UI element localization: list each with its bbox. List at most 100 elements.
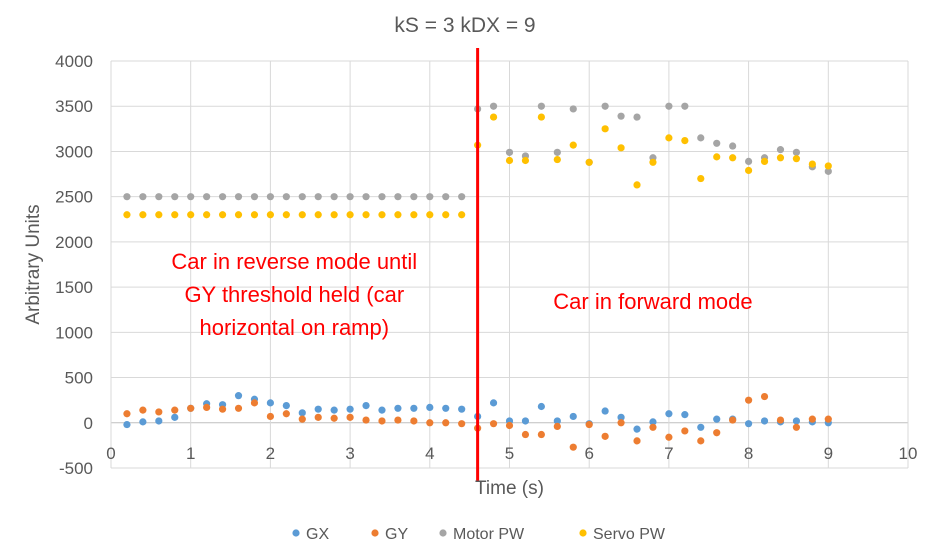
data-point — [792, 155, 801, 163]
legend-marker — [371, 529, 379, 537]
gridlines — [110, 60, 909, 469]
data-point — [234, 211, 243, 219]
data-point — [330, 406, 338, 414]
data-point — [218, 193, 227, 201]
chart-title: kS = 3 kDX = 9 — [394, 14, 535, 37]
data-point — [458, 420, 466, 428]
y-tick-label: 500 — [65, 369, 93, 388]
data-point — [824, 162, 832, 170]
data-point — [713, 139, 721, 147]
data-point — [394, 416, 402, 424]
data-point — [697, 134, 705, 142]
data-point — [266, 399, 274, 407]
y-axis-title: Arbitrary Units — [23, 204, 44, 324]
data-point — [171, 211, 179, 219]
data-point — [585, 420, 593, 429]
data-point — [123, 193, 131, 201]
data-point — [362, 193, 370, 201]
legend-item: Servo PW — [579, 526, 666, 543]
data-point — [458, 211, 466, 219]
data-point — [155, 408, 163, 416]
data-point — [378, 211, 386, 219]
data-point — [266, 412, 274, 421]
annotation-line: Car in forward mode — [553, 289, 752, 314]
data-point — [314, 211, 322, 219]
data-point — [378, 193, 386, 201]
data-point — [298, 415, 306, 423]
data-point — [489, 102, 498, 110]
data-point — [537, 430, 545, 439]
data-point — [776, 146, 785, 154]
data-point — [330, 211, 338, 219]
data-point — [776, 416, 785, 424]
y-tick-label: 4000 — [55, 52, 93, 71]
data-point — [505, 421, 514, 430]
data-point — [633, 113, 641, 121]
x-tick-label: 9 — [824, 444, 833, 463]
legend-label: GY — [385, 526, 408, 543]
data-point — [521, 430, 530, 439]
data-point — [171, 193, 179, 201]
data-point — [824, 167, 832, 175]
data-point — [601, 125, 609, 133]
legend-label: Servo PW — [593, 526, 666, 543]
data-point — [601, 407, 609, 415]
data-point — [649, 423, 657, 431]
data-point — [617, 144, 625, 152]
series-servo-pw — [123, 113, 832, 219]
data-point — [218, 405, 227, 413]
data-point — [234, 193, 243, 201]
x-tick-label: 0 — [106, 444, 115, 463]
data-point — [139, 418, 147, 426]
data-point — [697, 437, 705, 445]
data-point — [234, 404, 243, 412]
x-tick-label: 3 — [345, 444, 354, 463]
data-point — [298, 193, 306, 201]
x-tick-label: 4 — [425, 444, 434, 463]
legend-item: GY — [371, 526, 408, 543]
data-point — [187, 211, 195, 219]
data-point — [665, 134, 673, 142]
data-point — [649, 418, 657, 426]
data-point — [553, 148, 561, 156]
data-point — [745, 396, 753, 404]
data-point — [489, 113, 498, 121]
legend-item: GX — [292, 526, 329, 543]
y-tick-label: 1000 — [55, 323, 93, 342]
data-point — [266, 211, 274, 219]
data-point — [601, 432, 609, 440]
data-point — [394, 404, 402, 412]
data-point — [218, 211, 227, 219]
data-point — [362, 416, 370, 424]
data-point — [665, 410, 673, 418]
data-point — [394, 193, 402, 201]
data-point — [426, 403, 434, 412]
data-point — [139, 193, 147, 201]
data-point — [681, 427, 689, 435]
data-point — [681, 411, 689, 419]
data-point — [394, 211, 402, 219]
data-point — [330, 193, 338, 201]
data-point — [458, 193, 466, 201]
data-point — [729, 142, 737, 150]
legend-marker — [292, 529, 300, 537]
data-point — [760, 392, 769, 401]
legend-marker — [579, 529, 587, 537]
data-point — [282, 193, 290, 201]
data-point — [537, 102, 545, 110]
data-point — [442, 404, 450, 412]
data-point — [713, 429, 721, 437]
data-point — [123, 211, 131, 219]
data-point — [123, 410, 131, 418]
y-axis-ticks: -500 0 500 1000 1500 2000 2500 3000 3500 4000 — [55, 52, 93, 478]
data-point — [745, 157, 753, 165]
data-point — [601, 102, 609, 110]
data-point — [171, 413, 179, 421]
y-tick-label: 0 — [84, 414, 93, 433]
x-tick-label: 8 — [744, 444, 753, 463]
y-tick-label: -500 — [59, 459, 93, 478]
data-point — [314, 405, 322, 413]
data-point — [745, 420, 753, 428]
data-point — [569, 141, 577, 149]
series-gy — [123, 392, 832, 451]
